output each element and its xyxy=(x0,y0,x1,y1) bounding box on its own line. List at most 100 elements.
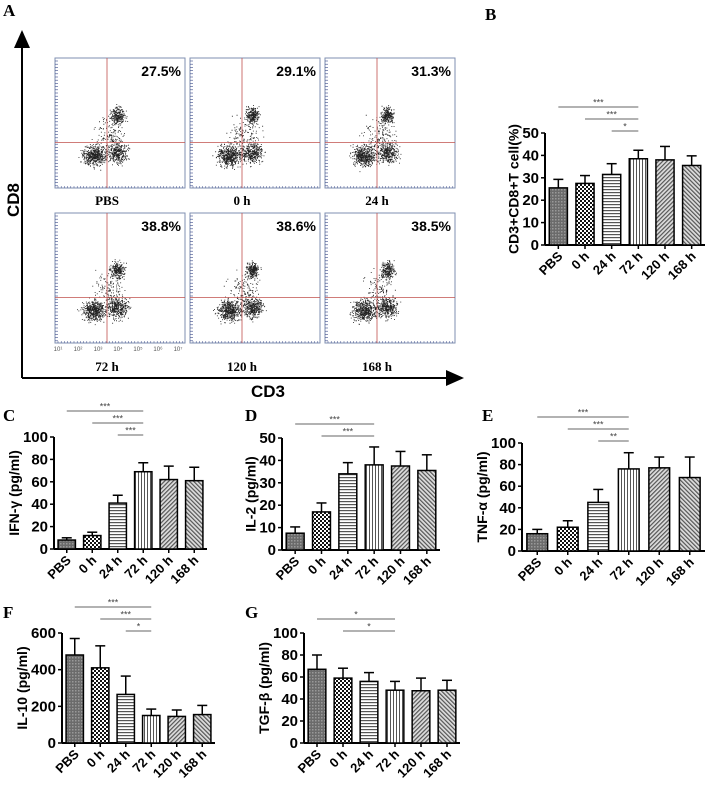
significance-label: *** xyxy=(108,598,119,608)
bar-168h xyxy=(681,164,702,246)
bar-72h xyxy=(385,689,405,744)
bar-168h xyxy=(184,479,204,550)
bar-pbs xyxy=(548,187,569,246)
event-dots xyxy=(213,260,267,325)
event-dots xyxy=(212,105,266,170)
y-tick-label: 20 xyxy=(259,497,276,514)
y-tick-label: 0 xyxy=(268,542,276,559)
log-tick-label: 10² xyxy=(74,347,83,353)
bar-0h xyxy=(333,677,353,744)
y-tick-label: 40 xyxy=(499,500,516,517)
y-axis-label: CD3+CD8+T cell(%) xyxy=(505,124,521,254)
bar-72h xyxy=(617,468,640,552)
x-tick-label: PBS xyxy=(52,746,82,776)
y-tick-label: 40 xyxy=(31,496,48,513)
bar-72h xyxy=(141,714,161,744)
y-axis-label: TNF-α (pg/ml) xyxy=(474,451,490,542)
log-tick-label: 10⁴ xyxy=(113,346,123,353)
bar-24h xyxy=(359,680,379,744)
y-tick-label: 40 xyxy=(522,147,539,164)
y-tick-label: 60 xyxy=(31,474,48,491)
panel-label: B xyxy=(485,5,496,24)
y-tick-label: 10 xyxy=(259,520,276,537)
event-dots xyxy=(349,105,402,173)
flow-plot: 38.5% 168 h xyxy=(324,212,456,374)
bar-24h xyxy=(587,501,610,552)
event-dot-cloud xyxy=(349,260,402,325)
y-tick-label: 0 xyxy=(40,541,48,558)
quadrant-percent: 29.1% xyxy=(276,63,316,79)
y-tick-label: 100 xyxy=(23,429,48,446)
quadrant-percent: 38.6% xyxy=(276,218,316,234)
y-tick-label: 30 xyxy=(259,475,276,492)
y-tick-label: 60 xyxy=(499,478,516,495)
significance-label: * xyxy=(367,622,371,632)
x-tick-label: 120 h xyxy=(374,553,408,587)
y-axis-label: TGF-β (pg/ml) xyxy=(256,642,272,734)
log-tick-label: 10⁶ xyxy=(153,346,163,353)
y-tick-label: 100 xyxy=(273,625,298,642)
x-tick-label: 168 h xyxy=(663,554,697,588)
bar-0h xyxy=(575,182,595,246)
panel-label: F xyxy=(3,603,13,622)
bar-120h xyxy=(390,465,411,551)
significance-label: *** xyxy=(343,427,354,437)
quadrant-percent: 31.3% xyxy=(411,63,451,79)
x-tick-label: 168 h xyxy=(665,248,699,282)
y-tick-label: 0 xyxy=(290,735,298,752)
y-tick-label: 50 xyxy=(259,430,276,447)
y-axis-label: IL-10 (pg/ml) xyxy=(14,646,30,729)
y-tick-label: 0 xyxy=(531,237,539,254)
event-dots xyxy=(77,259,132,326)
flow-plot-label: 120 h xyxy=(227,359,258,374)
flow-plot: 27.5% PBS xyxy=(54,57,186,208)
y-tick-label: 20 xyxy=(281,713,298,730)
y-tick-label: 60 xyxy=(281,669,298,686)
bar-72h xyxy=(133,470,153,550)
cd8-axis-label: CD8 xyxy=(4,183,23,217)
bar-72h xyxy=(364,464,384,551)
bar-168h xyxy=(417,469,437,551)
x-tick-label: 24 h xyxy=(576,554,605,583)
flow-plot-label: 24 h xyxy=(365,193,389,208)
significance-label: ** xyxy=(610,432,618,442)
significance-label: *** xyxy=(112,414,123,424)
y-tick-label: 10 xyxy=(522,215,539,232)
log-tick-label: 10⁵ xyxy=(133,346,143,353)
flow-plot-label: PBS xyxy=(95,193,119,208)
y-tick-label: 20 xyxy=(522,192,539,209)
y-tick-label: 50 xyxy=(522,125,539,142)
event-dots xyxy=(349,260,402,325)
y-axis-label: IFN-γ (pg/ml) xyxy=(6,450,22,536)
y-tick-label: 30 xyxy=(522,170,539,187)
panel-label: E xyxy=(482,406,493,425)
x-tick-label: PBS xyxy=(536,248,566,278)
y-tick-label: 80 xyxy=(499,457,516,474)
bar-0h xyxy=(90,667,110,744)
x-tick-label: 0 h xyxy=(551,554,575,578)
x-tick-label: 24 h xyxy=(104,746,133,775)
x-tick-label: 168 h xyxy=(400,553,434,587)
x-tick-label: 0 h xyxy=(326,746,350,770)
flow-plot-label: 72 h xyxy=(95,359,119,374)
x-tick-label: PBS xyxy=(273,553,303,583)
bar-0h xyxy=(311,511,332,551)
event-dots xyxy=(78,104,131,171)
event-dot-cloud xyxy=(213,260,267,325)
x-tick-label: 24 h xyxy=(326,553,355,582)
significance-label: * xyxy=(623,122,627,132)
y-tick-label: 200 xyxy=(31,698,56,715)
x-tick-label: 168 h xyxy=(420,746,454,780)
x-tick-label: 168 h xyxy=(167,552,201,586)
y-tick-label: 600 xyxy=(31,625,56,642)
bar-120h xyxy=(411,690,431,744)
x-tick-label: 120 h xyxy=(638,248,672,282)
event-dot-cloud xyxy=(349,105,402,173)
flow-plot: 29.1% 0 h xyxy=(189,57,321,208)
flow-plot: 31.3% 24 h xyxy=(324,57,456,208)
bar-0h xyxy=(82,534,102,550)
significance-label: *** xyxy=(578,408,589,418)
log-tick-label: 10¹ xyxy=(54,347,63,353)
y-tick-label: 20 xyxy=(499,521,516,538)
